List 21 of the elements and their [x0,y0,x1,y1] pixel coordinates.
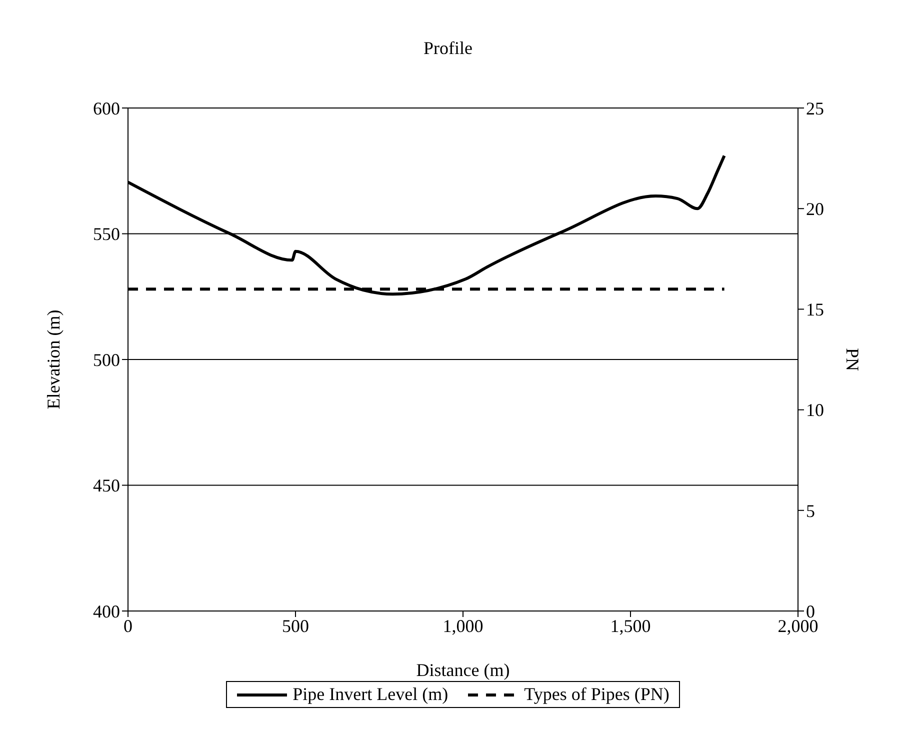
x-axis-title: Distance (m) [416,660,510,680]
chart-title: Profile [422,37,474,60]
y2-tick-label: 25 [806,98,824,118]
y2-tick-label: 0 [806,601,815,622]
x-tick-label: 1,000 [442,616,484,636]
x-tick-label: 0 [124,616,132,636]
y2-tick-label: 20 [806,198,824,219]
x-tick-label: 1,500 [610,616,651,636]
y2-tick-label: 5 [806,500,815,521]
legend-label: Pipe Invert Level (m) [292,684,448,705]
legend-label: Types of Pipes (PN) [524,684,670,705]
y2-tick-label: 10 [806,400,824,420]
y-tick-label: 550 [93,224,120,244]
y-axis-title: Elevation (m) [43,310,64,410]
y2-axis-title: PN [842,348,863,372]
y-tick-label: 450 [93,476,120,496]
x-tick-label: 500 [282,616,309,636]
y-tick-label: 600 [93,98,120,118]
y2-tick-label: 15 [806,300,824,320]
y-tick-label: 400 [93,601,120,622]
y-tick-label: 500 [93,350,120,370]
